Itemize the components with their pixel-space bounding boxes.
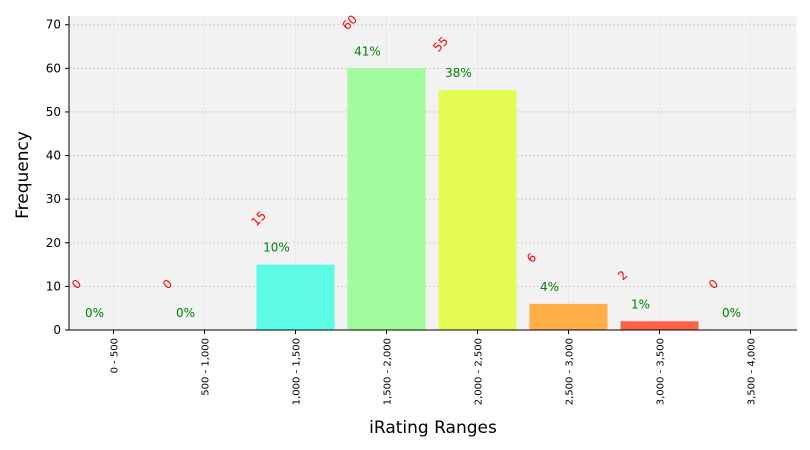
percent-label: 10% — [263, 241, 290, 255]
x-tick-label: 0 - 500 — [110, 338, 121, 373]
y-tick-label: 10 — [46, 279, 61, 293]
x-tick-label: 1,000 - 1,500 — [292, 338, 303, 405]
x-tick-label: 1,500 - 2,000 — [383, 338, 394, 405]
x-tick-label: 3,500 - 4,000 — [747, 338, 758, 405]
x-tick-label: 2,500 - 3,000 — [565, 338, 576, 405]
percent-label: 0% — [85, 306, 104, 320]
bar — [438, 90, 517, 330]
bar — [347, 68, 426, 330]
x-tick-label: 2,000 - 2,500 — [474, 338, 485, 405]
y-tick-label: 30 — [46, 192, 61, 206]
y-tick-label: 0 — [53, 323, 61, 337]
y-tick-label: 70 — [46, 18, 61, 32]
y-tick-label: 40 — [46, 149, 61, 163]
y-tick-label: 50 — [46, 105, 61, 119]
percent-label: 0% — [722, 306, 741, 320]
percent-label: 0% — [176, 306, 195, 320]
percent-label: 38% — [445, 66, 472, 80]
y-axis-label: Frequency — [13, 131, 33, 219]
percent-label: 1% — [631, 297, 650, 311]
bar — [256, 264, 335, 330]
plot-background — [69, 16, 797, 330]
x-tick-label: 3,000 - 3,500 — [656, 338, 667, 405]
bars — [256, 68, 699, 330]
percent-label: 4% — [540, 280, 559, 294]
bar — [529, 303, 608, 330]
axes: 0 10 20 30 40 50 60 70 0 - 500 500 - 1,000 1,000 -… — [46, 16, 797, 405]
x-tick-label: 500 - 1,000 — [201, 338, 212, 396]
y-tick-label: 20 — [46, 236, 61, 250]
percent-label: 41% — [354, 44, 381, 58]
x-axis-label: iRating Ranges — [369, 418, 497, 438]
y-tick-label: 60 — [46, 61, 61, 75]
bar — [620, 321, 699, 330]
